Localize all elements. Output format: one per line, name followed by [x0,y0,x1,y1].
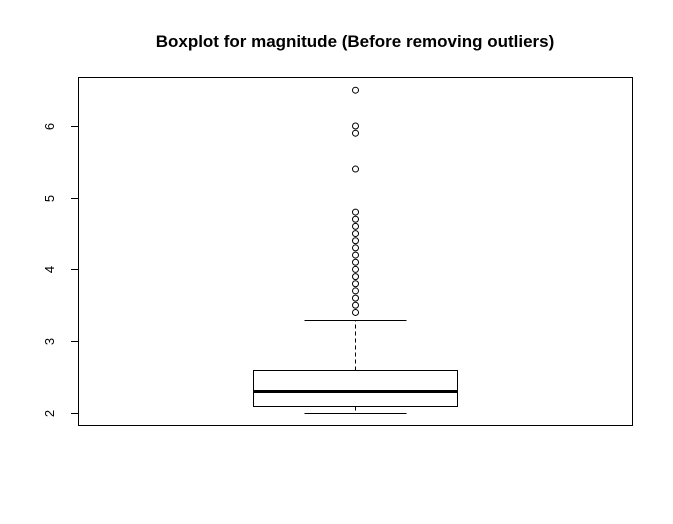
outlier-point [352,301,359,309]
outlier-point [352,237,359,245]
y-tick-label: 3 [42,338,57,345]
outlier-point [352,280,359,288]
outlier-point [352,251,359,259]
outlier-point [352,208,359,216]
outlier-point [352,244,359,252]
outlier-point [352,230,359,238]
outlier-point [352,122,359,130]
outlier-point [352,165,359,173]
iqr-box [253,370,458,407]
y-axis: 2 3 4 5 6 [42,123,79,417]
y-tick-label: 2 [42,410,57,417]
outlier-point [352,308,359,316]
outlier-point [352,222,359,230]
chart-title: Boxplot for magnitude (Before removing o… [156,32,555,51]
boxplot [253,320,458,414]
y-tick-label: 4 [42,266,57,273]
y-tick-label: 5 [42,195,57,202]
plot-frame [78,77,633,426]
outlier-point [352,287,359,295]
y-tick-label: 6 [42,123,57,130]
outlier-point [352,129,359,137]
outlier-point [352,273,359,281]
outlier-point [352,215,359,223]
outlier-point [352,258,359,266]
outlier-point [352,294,359,302]
outliers [352,86,359,316]
outlier-point [352,86,359,94]
outlier-point [352,265,359,273]
